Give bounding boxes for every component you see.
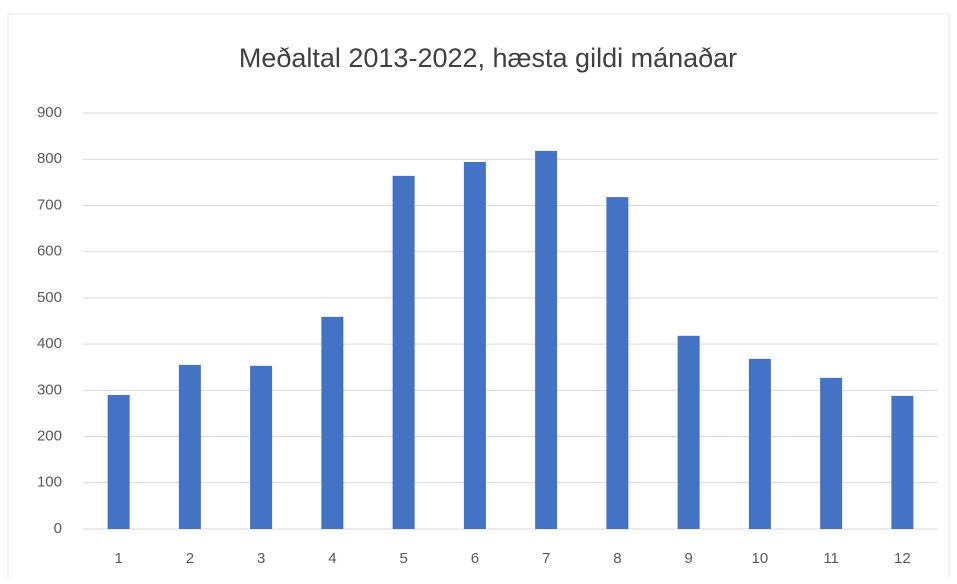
y-tick-label: 400 bbox=[37, 335, 62, 352]
bar bbox=[321, 316, 344, 529]
x-tick-label: 10 bbox=[752, 550, 769, 567]
bar bbox=[463, 161, 486, 530]
bar bbox=[392, 175, 415, 529]
y-tick-label: 200 bbox=[37, 428, 62, 445]
y-tick-label: 300 bbox=[37, 381, 62, 398]
x-tick-label: 1 bbox=[114, 550, 122, 567]
x-tick-label: 3 bbox=[257, 550, 265, 567]
x-tick-label: 9 bbox=[684, 550, 692, 567]
chart-title: Meðaltal 2013-2022, hæsta gildi mánaðar bbox=[239, 43, 737, 73]
bar bbox=[677, 335, 700, 529]
bar bbox=[178, 364, 201, 529]
bar bbox=[820, 377, 843, 529]
y-tick-label: 500 bbox=[37, 289, 62, 306]
y-tick-label: 0 bbox=[54, 520, 62, 537]
bar bbox=[250, 365, 273, 529]
x-tick-label: 6 bbox=[471, 550, 479, 567]
bar bbox=[891, 395, 914, 529]
x-tick-label: 12 bbox=[894, 550, 911, 567]
x-tick-label: 4 bbox=[328, 550, 336, 567]
bar bbox=[107, 394, 130, 529]
x-tick-label: 5 bbox=[399, 550, 407, 567]
bar bbox=[606, 197, 629, 529]
y-tick-label: 600 bbox=[37, 243, 62, 260]
x-tick-label: 8 bbox=[613, 550, 621, 567]
x-tick-label: 2 bbox=[186, 550, 194, 567]
y-tick-label: 800 bbox=[37, 150, 62, 167]
x-tick-label: 11 bbox=[823, 550, 839, 567]
y-tick-label: 100 bbox=[37, 474, 62, 491]
x-tick-label: 7 bbox=[542, 550, 550, 567]
bar bbox=[535, 150, 558, 529]
y-tick-label: 700 bbox=[37, 196, 62, 213]
bar bbox=[748, 358, 771, 529]
y-tick-label: 900 bbox=[37, 104, 62, 121]
